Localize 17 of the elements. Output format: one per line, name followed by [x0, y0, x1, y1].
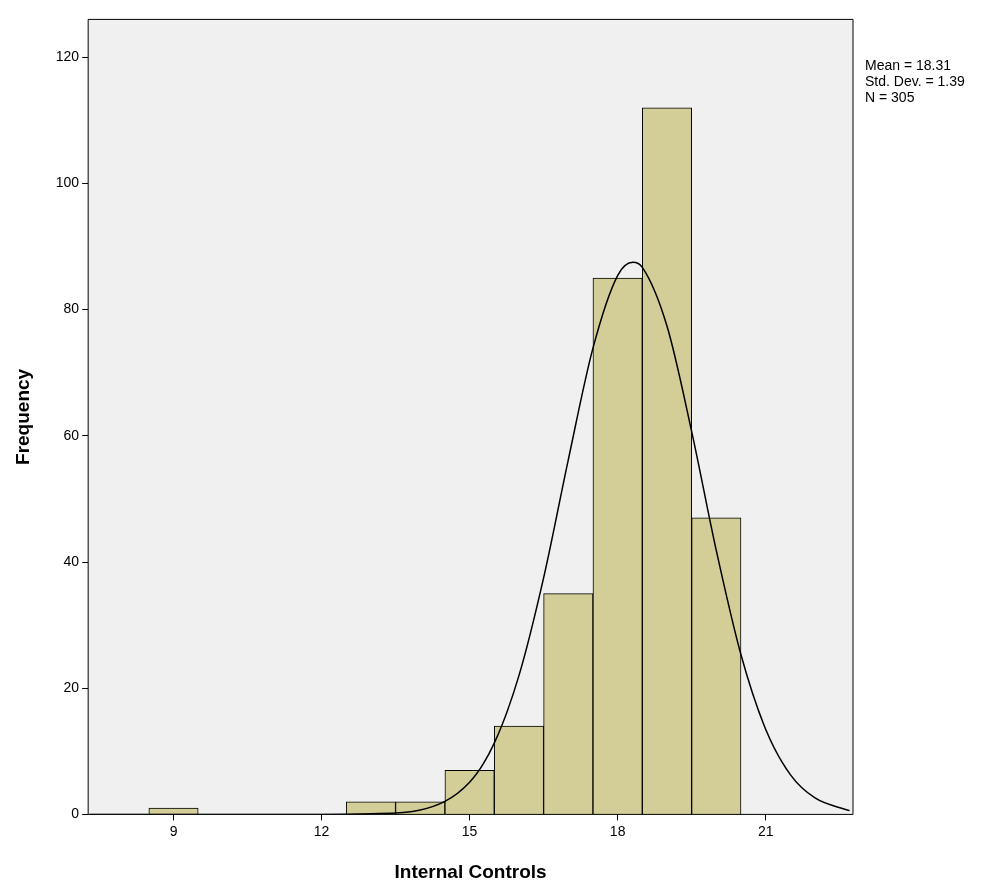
x-tick-label: 15 [461, 822, 478, 839]
y-tick-label: 40 [63, 552, 80, 569]
text: Mean = 18.31 [865, 57, 952, 74]
y-tick-label: 80 [63, 300, 80, 317]
y-tick-label: 100 [55, 174, 80, 191]
x-tick-label: 21 [757, 822, 774, 839]
y-tick-label: 0 [71, 805, 80, 822]
y-tick-label: 120 [55, 48, 80, 65]
y-tick-label: 20 [63, 679, 80, 696]
y-axis-title: Frequency [11, 368, 33, 465]
x-axis-title: Internal Controls [394, 860, 547, 882]
x-tick-label: 9 [169, 822, 178, 839]
y-tick-label: 60 [63, 426, 80, 443]
text: N = 305 [865, 89, 915, 106]
text: Std. Dev. = 1.39 [865, 73, 965, 90]
x-tick-label: 12 [313, 822, 330, 839]
x-tick-label: 18 [609, 822, 626, 839]
